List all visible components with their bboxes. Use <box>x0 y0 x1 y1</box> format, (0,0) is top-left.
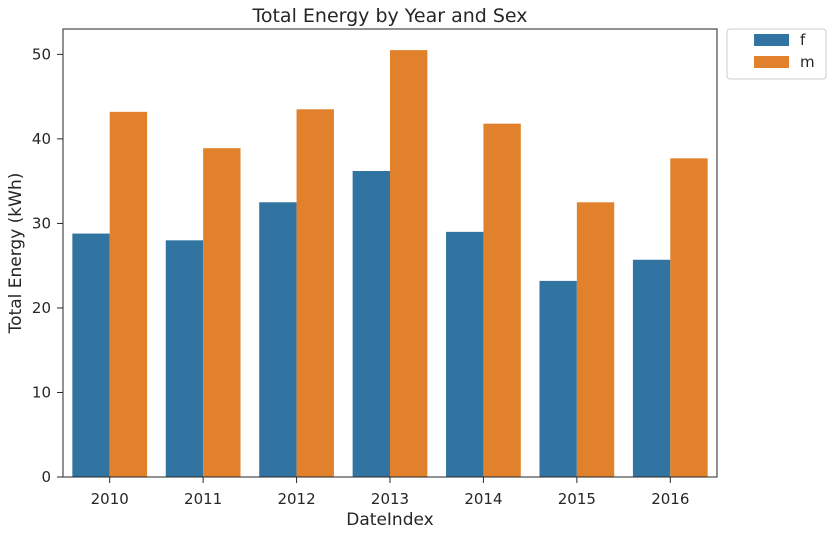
x-tick-label: 2010 <box>91 490 129 508</box>
legend-frame <box>726 28 827 80</box>
x-tick-label: 2013 <box>371 490 409 508</box>
bar-f-2011 <box>165 240 204 477</box>
bar-m-2014 <box>483 123 521 478</box>
bar-f-2014 <box>446 231 484 477</box>
y-axis-label: Total Energy (kWh) <box>6 173 26 335</box>
y-tick-label: 0 <box>41 468 51 486</box>
x-tick-label: 2016 <box>651 490 689 508</box>
bar-f-2016 <box>632 259 671 477</box>
bar-m-2012 <box>296 109 334 478</box>
y-tick-label: 40 <box>32 130 51 148</box>
legend-label-f: f <box>800 31 806 49</box>
legend-swatch-f <box>754 34 789 46</box>
bar-m-2015 <box>576 202 615 477</box>
legend: fm <box>726 28 827 80</box>
legend-label-m: m <box>800 53 815 71</box>
plot-frame <box>62 28 718 478</box>
x-axis: 2010 2011 2012 2013 2014 2015 2016 <box>91 477 689 508</box>
bar-f-2012 <box>259 202 297 477</box>
legend-swatch-m <box>754 56 789 68</box>
y-tick-label: 30 <box>32 214 51 232</box>
y-tick-label: 10 <box>32 383 51 401</box>
x-tick-label: 2011 <box>184 490 222 508</box>
bar-m-2011 <box>203 148 241 477</box>
bar-m-2016 <box>670 158 708 477</box>
x-axis-label: DateIndex <box>346 510 433 530</box>
y-axis: 0 10 20 30 40 50 <box>32 45 63 486</box>
bar-m-2010 <box>109 111 148 477</box>
bars-layer <box>72 50 708 478</box>
bar-f-2010 <box>72 233 110 477</box>
bar-f-2013 <box>352 171 390 477</box>
x-tick-label: 2014 <box>464 490 502 508</box>
y-tick-label: 20 <box>32 299 51 317</box>
bar-f-2015 <box>539 280 577 477</box>
x-tick-label: 2015 <box>558 490 596 508</box>
y-tick-label: 50 <box>32 45 51 63</box>
x-tick-label: 2012 <box>277 490 315 508</box>
bar-m-2013 <box>390 50 428 477</box>
chart-title: Total Energy by Year and Sex <box>251 5 527 27</box>
